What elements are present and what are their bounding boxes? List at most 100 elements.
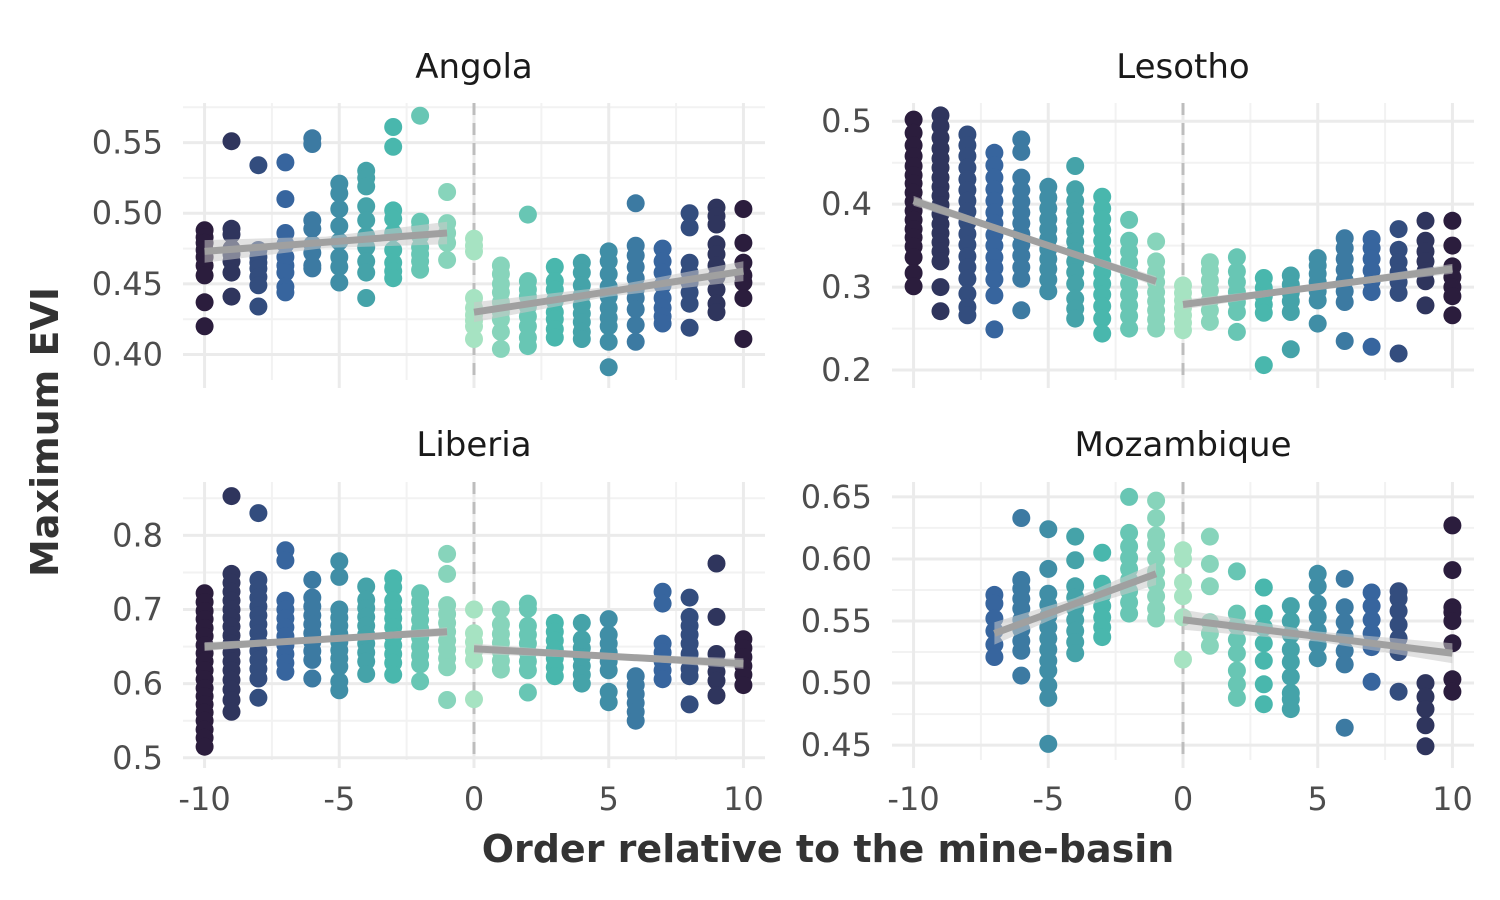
data-point (1281, 667, 1300, 686)
data-point (518, 337, 537, 356)
data-point (707, 686, 726, 705)
data-point (1362, 610, 1381, 629)
data-point (357, 197, 376, 216)
data-point (330, 184, 349, 203)
data-point (1200, 636, 1219, 655)
y-tick-label: 0.55 (801, 602, 872, 640)
data-point (1039, 676, 1058, 695)
data-point (276, 283, 295, 302)
data-point (1012, 509, 1031, 527)
panel-title: Mozambique (1074, 425, 1291, 465)
data-point (1362, 583, 1381, 602)
data-point (1147, 535, 1166, 554)
data-point (1227, 644, 1246, 663)
points (195, 487, 753, 756)
data-point (1147, 319, 1166, 338)
data-point (599, 317, 618, 336)
data-point (931, 302, 950, 321)
trend-line (1182, 616, 1453, 657)
data-point (411, 655, 430, 674)
data-point (1147, 609, 1166, 628)
data-point (1147, 549, 1166, 568)
panel-title: Lesotho (1116, 47, 1249, 87)
data-point (222, 487, 241, 506)
data-point (330, 200, 349, 218)
data-point (1335, 718, 1354, 737)
data-point (958, 269, 977, 288)
data-point (1066, 157, 1085, 175)
data-point (1308, 291, 1327, 310)
data-point (734, 676, 753, 695)
data-point (572, 263, 591, 282)
data-point (1281, 597, 1300, 616)
data-point (1308, 594, 1327, 613)
data-point (1281, 653, 1300, 671)
data-point (958, 284, 977, 303)
data-point (1039, 661, 1058, 680)
data-point (626, 332, 645, 351)
data-point (1308, 564, 1327, 583)
data-point (249, 504, 268, 523)
trend-line (1182, 265, 1453, 308)
data-point (653, 239, 672, 258)
data-point (465, 317, 483, 336)
data-point (1335, 293, 1354, 311)
trend-line (473, 267, 744, 316)
data-point (1389, 682, 1408, 701)
data-point (985, 648, 1004, 666)
y-axis-title: Maximum EVI (23, 287, 67, 577)
data-point (1308, 649, 1327, 668)
data-point (357, 177, 376, 196)
panel-title: Angola (415, 47, 532, 87)
data-point (357, 211, 376, 230)
data-point (1120, 604, 1139, 623)
data-point (1389, 283, 1408, 302)
data-point (572, 674, 591, 693)
data-point (384, 209, 403, 228)
data-point (276, 190, 295, 209)
data-point (931, 252, 950, 271)
x-tick-label: 0 (1173, 780, 1193, 818)
data-point (438, 564, 457, 583)
y-tick-label: 0.65 (801, 478, 872, 516)
data-point (1120, 307, 1139, 326)
data-point (222, 702, 241, 721)
data-point (734, 289, 753, 307)
data-point (1066, 527, 1085, 546)
data-point (222, 287, 241, 306)
data-point (1281, 340, 1300, 359)
panel-title: Liberia (416, 425, 531, 465)
data-point (1147, 491, 1166, 510)
data-point (1227, 562, 1246, 581)
y-tick-label: 0.40 (92, 336, 163, 374)
data-point (626, 711, 645, 730)
trend-line (993, 570, 1158, 637)
data-point (357, 652, 376, 671)
data-point (330, 681, 349, 700)
x-tick-label: -10 (178, 780, 230, 818)
data-point (1093, 309, 1112, 328)
data-point (330, 657, 349, 676)
data-point (1362, 283, 1381, 302)
data-point (1416, 211, 1435, 230)
data-point (384, 118, 403, 136)
data-point (384, 137, 403, 156)
data-point (1281, 612, 1300, 630)
data-point (985, 286, 1004, 305)
data-point (904, 264, 923, 282)
data-point (1093, 297, 1112, 316)
data-point (195, 317, 214, 336)
y-tick-label: 0.5 (112, 739, 163, 777)
data-point (1308, 314, 1327, 333)
data-point (1416, 737, 1435, 756)
panel-mozambique: 0.45 0.50 0.55 0.60 0.65 -10 -5 0 5 10 Mozambique (801, 425, 1474, 818)
data-point (1254, 578, 1273, 597)
data-point (465, 242, 483, 261)
data-point (438, 544, 457, 563)
y-tick-label: 0.2 (821, 351, 872, 389)
panel-lesotho: 0.2 0.3 0.4 0.5 Lesotho (821, 47, 1474, 389)
data-point (1281, 700, 1300, 719)
data-point (1066, 644, 1085, 663)
data-point (303, 570, 322, 589)
data-point (680, 318, 699, 337)
